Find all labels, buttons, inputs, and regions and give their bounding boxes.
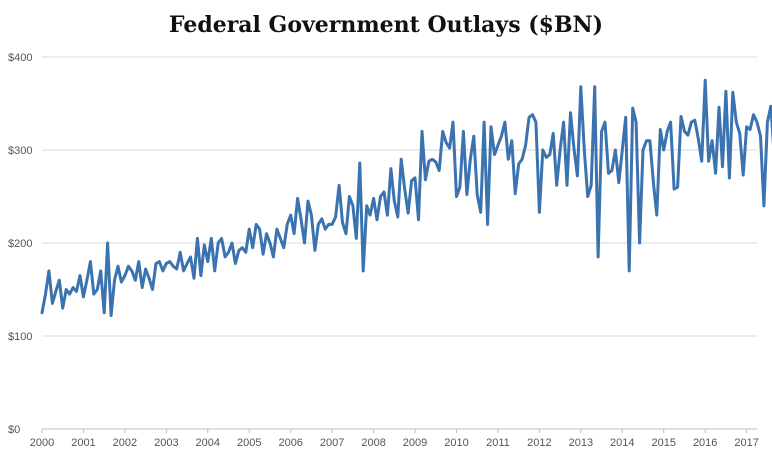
x-tick-label: 2013	[569, 437, 593, 449]
y-tick-label: $0	[8, 424, 20, 436]
y-tick-label: $300	[8, 145, 32, 157]
x-tick-label: 2000	[30, 437, 54, 449]
x-tick-label: 2003	[154, 437, 178, 449]
series-layer	[40, 78, 772, 317]
x-tick-label: 2017	[734, 437, 758, 449]
gridlines	[42, 56, 757, 430]
chart-title: Federal Government Outlays ($BN)	[168, 12, 604, 38]
y-tick-label: $200	[8, 238, 32, 250]
x-tick-label: 2008	[361, 437, 385, 449]
x-tick-label: 2015	[651, 437, 675, 449]
x-tick-label: 2012	[527, 437, 551, 449]
y-tick-label: $400	[8, 52, 32, 64]
x-tick-label: 2005	[237, 437, 261, 449]
x-tick-label: 2004	[196, 437, 220, 449]
x-tick-label: 2001	[71, 437, 95, 449]
series-line	[40, 78, 772, 317]
x-tick-label: 2002	[113, 437, 137, 449]
x-tick-label: 2014	[610, 437, 634, 449]
x-tick-label: 2016	[693, 437, 717, 449]
y-axis-ticks: $0 $100 $200 $300 $400	[8, 52, 32, 436]
x-axis-ticks: 2000 2001 2002 2003 2004 2005 2006 2007 2008 2009…	[30, 429, 759, 449]
x-tick-label: 2010	[444, 437, 468, 449]
x-tick-label: 2006	[278, 437, 302, 449]
x-tick-label: 2009	[403, 437, 427, 449]
y-tick-label: $100	[8, 331, 32, 343]
x-tick-label: 2007	[320, 437, 344, 449]
x-tick-label: 2011	[486, 437, 510, 449]
